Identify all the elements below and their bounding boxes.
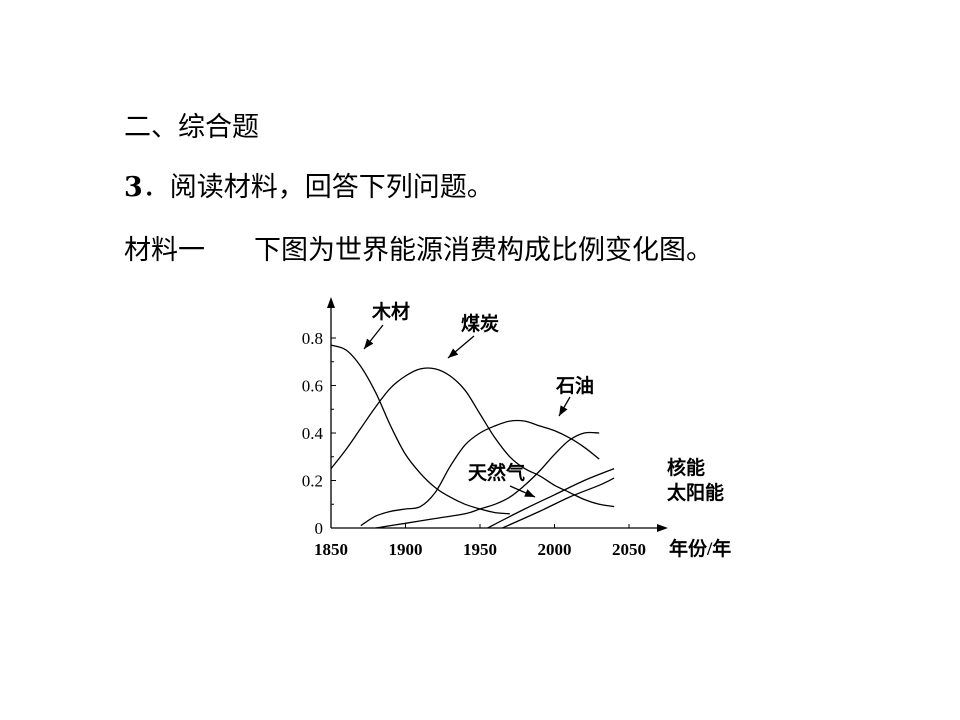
series-label-nuclear: 核能 [667,456,705,479]
series-label-coal: 煤炭 [461,313,499,335]
label-arrow-head [524,489,535,497]
series-label-natural-gas: 天然气 [468,461,525,484]
series-line-nuclear [487,467,615,529]
series-label-wood: 木材 [371,300,410,323]
chart-series-lines [330,344,615,529]
series-line-natural-gas [375,431,600,529]
y-tick-label: 0.6 [302,377,323,396]
material-line: 材料一 下图为世界能源消费构成比例变化图。 [124,228,713,267]
chart-ticks: 0 0.2 0.4 0.6 0.8 1850 1900 1950 2000 2050 年份/年 [302,329,732,560]
y-tick-label: 0.8 [302,329,323,348]
label-arrow-head [364,338,374,349]
series-label-oil: 石油 [555,375,594,397]
x-axis-label: 年份/年 [669,537,731,560]
material-label: 材料一 [124,235,205,266]
x-axis-arrow [657,524,668,532]
material-text: 下图为世界能源消费构成比例变化图。 [254,235,713,266]
question-line: 3．阅读材料，回答下列问题。 [124,172,494,203]
y-tick-label: 0.2 [302,472,323,491]
x-tick-label: 1950 [463,540,497,559]
series-line-wood [330,344,510,515]
question-number: 3 [124,172,143,203]
question-text: 阅读材料，回答下列问题。 [169,172,494,203]
label-arrow-head [448,348,459,358]
x-tick-label: 1850 [314,540,348,559]
chart-axes [327,297,668,532]
y-tick-label: 0 [315,519,324,538]
series-line-coal [330,367,615,508]
y-axis-arrow [327,297,335,308]
section-title: 二、综合题 [124,112,259,143]
label-arrow-head [559,405,568,416]
x-tick-label: 1900 [389,540,423,559]
x-tick-label: 2000 [538,540,572,559]
series-line-oil [360,419,600,527]
y-tick-label: 0.4 [302,424,324,443]
series-label-solar: 太阳能 [667,481,724,504]
x-tick-label: 2050 [612,540,646,559]
series-line-solar [502,477,615,529]
